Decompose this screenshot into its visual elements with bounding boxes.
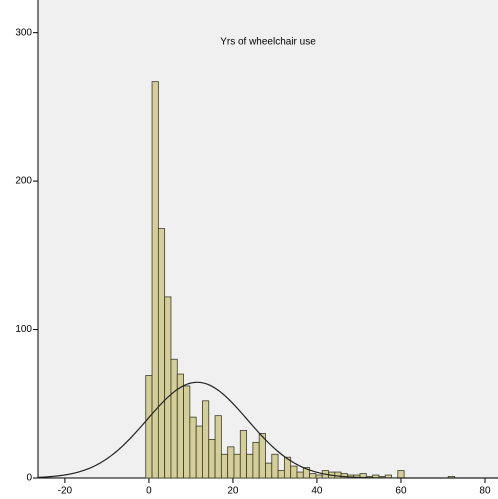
bar [277, 470, 285, 479]
x-tick-label: -20 [58, 486, 73, 497]
bar [176, 373, 184, 479]
y-tick-label: 0 [26, 473, 32, 484]
bar [315, 474, 323, 479]
y-tick-label: 100 [15, 324, 32, 335]
x-tick-label: 0 [146, 486, 152, 497]
bar [189, 416, 197, 479]
bar [157, 228, 166, 479]
bar [252, 441, 260, 479]
bar [290, 465, 298, 479]
x-tick-label: 20 [227, 486, 239, 497]
bar [170, 358, 178, 479]
bar [265, 462, 273, 479]
x-tick-label: 60 [395, 486, 407, 497]
bar [296, 471, 304, 479]
bar [220, 453, 229, 479]
bar [239, 430, 247, 479]
bar [164, 296, 172, 479]
bar [214, 415, 222, 479]
bar [195, 425, 203, 479]
x-tick-label: 40 [311, 486, 323, 497]
bar [258, 433, 266, 479]
bar [202, 400, 210, 479]
bar [309, 473, 317, 479]
bar [145, 375, 153, 479]
plot-area [38, 0, 498, 478]
bar [271, 453, 279, 479]
bar [227, 446, 235, 479]
bar [151, 81, 159, 479]
normal-curve [37, 381, 498, 479]
bar [183, 385, 191, 479]
bar [208, 439, 216, 479]
bar [302, 467, 310, 479]
bar [334, 471, 342, 479]
x-tick-label: 80 [479, 486, 491, 497]
bar [233, 453, 241, 479]
y-tick-label: 200 [15, 176, 32, 187]
chart-title: Yrs of wheelchair use [220, 37, 316, 48]
y-tick-label: 300 [15, 27, 32, 38]
bar [397, 470, 405, 479]
bar [246, 453, 254, 479]
